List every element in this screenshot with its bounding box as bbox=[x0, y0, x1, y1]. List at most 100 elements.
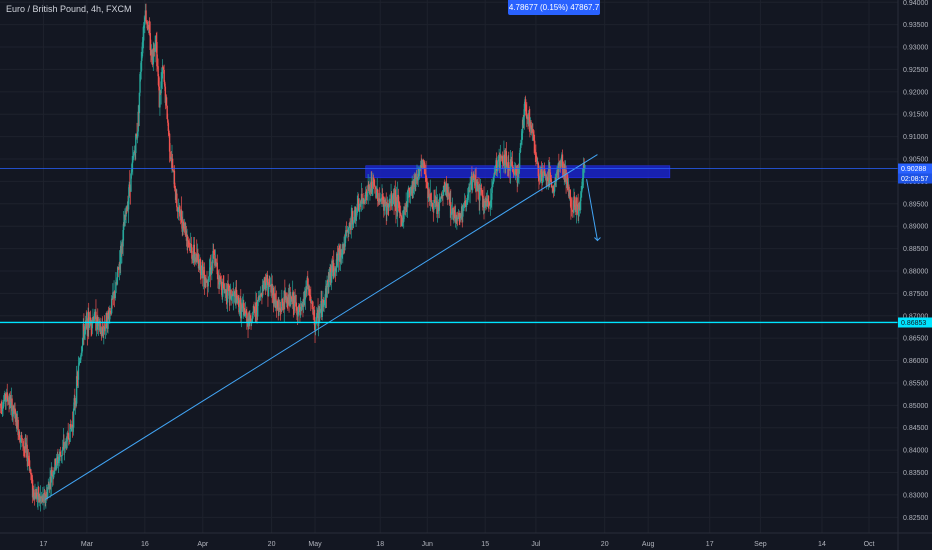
candle-body bbox=[397, 194, 399, 213]
candle-body bbox=[190, 243, 193, 248]
candle-body bbox=[22, 446, 25, 448]
candle-body bbox=[533, 140, 536, 152]
candle-body bbox=[187, 240, 189, 242]
candle-body bbox=[176, 207, 179, 212]
candle-body bbox=[202, 261, 204, 279]
candle-body bbox=[171, 158, 174, 170]
candle-body bbox=[430, 193, 432, 201]
candle-body bbox=[109, 310, 112, 313]
candle-body bbox=[437, 204, 439, 208]
candle-body bbox=[442, 185, 445, 196]
candle-body bbox=[60, 455, 62, 457]
candle-body bbox=[99, 320, 101, 333]
candle-body bbox=[432, 203, 434, 210]
candle-body bbox=[436, 204, 439, 214]
candle-body bbox=[567, 181, 569, 190]
candle-body bbox=[124, 214, 126, 227]
y-tick-label: 0.86000 bbox=[903, 358, 928, 365]
candle-body bbox=[177, 207, 180, 212]
candle-body bbox=[249, 315, 252, 322]
candle-body bbox=[277, 306, 279, 309]
candle-body bbox=[31, 478, 33, 480]
candle-body bbox=[471, 182, 474, 191]
candle-body bbox=[142, 40, 144, 43]
candle-body bbox=[381, 194, 384, 200]
candle-body bbox=[570, 208, 573, 210]
candle-body bbox=[115, 282, 117, 293]
candle-body bbox=[125, 207, 127, 217]
candle-body bbox=[110, 298, 113, 314]
candle-body bbox=[263, 282, 265, 289]
candle-body bbox=[488, 201, 490, 203]
candle-body bbox=[244, 314, 246, 317]
candle-body bbox=[476, 183, 478, 192]
candle-body bbox=[448, 196, 451, 205]
candle-body bbox=[186, 236, 189, 241]
candle-body bbox=[44, 493, 46, 503]
x-tick-label: Aug bbox=[642, 541, 655, 548]
candle-body bbox=[138, 92, 141, 114]
x-tick-label: Jun bbox=[422, 541, 433, 548]
candle-body bbox=[91, 319, 94, 329]
candle-body bbox=[448, 192, 450, 197]
candle-body bbox=[66, 435, 68, 448]
candle-body bbox=[570, 199, 572, 209]
candle-body bbox=[286, 297, 288, 303]
candle-body bbox=[135, 134, 138, 136]
candle-body bbox=[208, 276, 210, 280]
candle-body bbox=[182, 221, 185, 228]
candle-body bbox=[141, 56, 143, 61]
candle-body bbox=[197, 260, 200, 269]
candle-body bbox=[367, 184, 369, 194]
y-tick-label: 0.88000 bbox=[903, 268, 928, 275]
trendline bbox=[44, 154, 598, 500]
candle-body bbox=[335, 267, 337, 272]
candle-body bbox=[267, 286, 270, 297]
candle-body bbox=[5, 400, 7, 402]
candle-body bbox=[281, 298, 283, 311]
candle-body bbox=[260, 293, 263, 296]
candle-body bbox=[500, 155, 502, 158]
candle-body bbox=[530, 121, 532, 128]
candle-body bbox=[539, 173, 541, 180]
candle-body bbox=[75, 376, 78, 404]
y-tick-label: 0.91500 bbox=[903, 112, 928, 119]
y-tick-label: 0.86500 bbox=[903, 336, 928, 343]
candle-body bbox=[7, 398, 9, 401]
y-tick-label: 0.83500 bbox=[903, 470, 928, 477]
candle-body bbox=[297, 310, 299, 317]
candle-body bbox=[549, 172, 552, 180]
candle-body bbox=[78, 363, 80, 366]
candle-body bbox=[184, 222, 186, 233]
candle-body bbox=[397, 194, 400, 203]
candle-body bbox=[360, 203, 362, 205]
candle-body bbox=[230, 290, 232, 301]
candle-body bbox=[148, 29, 151, 34]
candle-body bbox=[18, 431, 21, 440]
candle-body bbox=[457, 217, 459, 220]
candle-body bbox=[311, 302, 313, 304]
candle-body bbox=[135, 134, 137, 153]
candle-body bbox=[103, 327, 105, 335]
candle-body bbox=[350, 216, 352, 230]
candle-body bbox=[362, 199, 364, 201]
candle-body bbox=[36, 492, 38, 500]
candle-body bbox=[496, 170, 498, 172]
candle-body bbox=[555, 173, 558, 182]
candle-body bbox=[424, 172, 427, 175]
candle-body bbox=[279, 308, 282, 311]
candle-body bbox=[168, 130, 170, 134]
y-tick-label: 0.87000 bbox=[903, 313, 928, 320]
candle-body bbox=[490, 199, 492, 201]
candle-body bbox=[338, 248, 340, 252]
candle-body bbox=[425, 181, 428, 183]
candle-body bbox=[240, 304, 243, 319]
candle-body bbox=[39, 496, 42, 502]
candle-body bbox=[481, 191, 483, 196]
candle-body bbox=[392, 198, 394, 200]
candle-body bbox=[119, 245, 122, 265]
candle-body bbox=[46, 489, 49, 498]
candle-body bbox=[518, 153, 521, 169]
